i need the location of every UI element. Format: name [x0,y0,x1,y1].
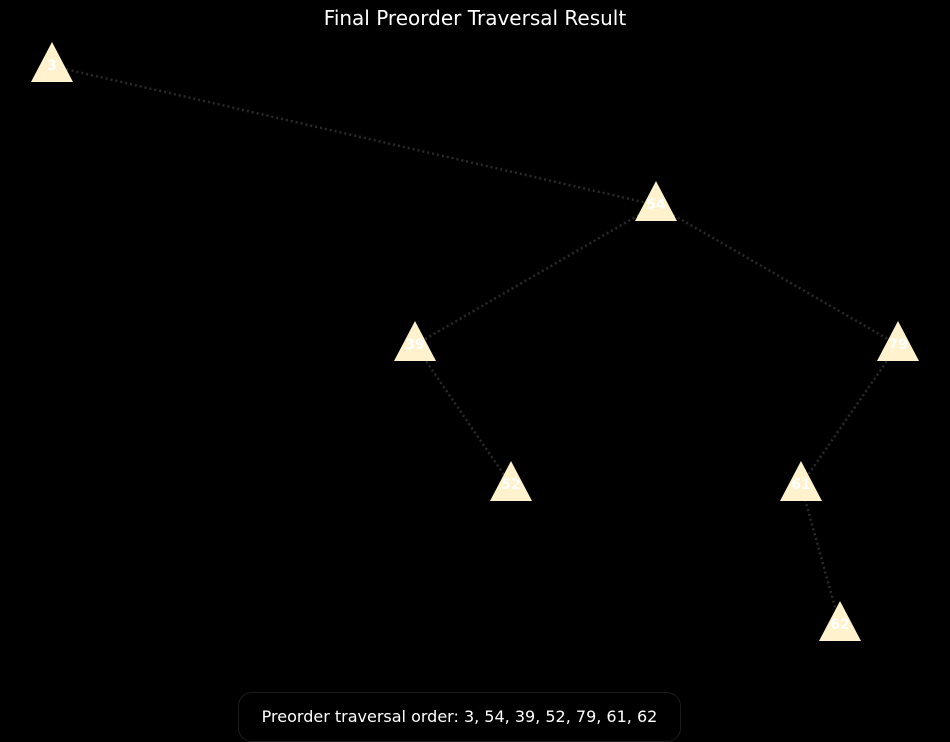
traversal-caption: Preorder traversal order: 3, 54, 39, 52,… [238,692,681,742]
node-label: 52 [501,477,520,493]
tree-node: 79 [877,321,919,361]
node-label: 79 [888,337,907,353]
tree-node: 54 [635,181,677,221]
node-triangle [31,42,73,82]
node-triangle [780,461,822,501]
node-triangle [394,321,436,361]
node-triangle [635,181,677,221]
node-triangle [819,601,861,641]
tree-node: 52 [490,461,532,501]
node-triangle [877,321,919,361]
tree-edge [655,203,899,347]
tree-edge [51,64,657,207]
node-triangle [490,461,532,501]
node-label: 39 [405,337,424,353]
node-label: 62 [830,617,849,633]
tree-edge [799,484,842,626]
tree-node: 62 [819,601,861,641]
tree-node: 3 [31,42,73,82]
tree-node: 39 [394,321,436,361]
tree-edge [414,203,657,347]
node-label: 54 [646,197,666,213]
tree-node: 61 [780,461,822,501]
node-label: 3 [47,58,57,74]
tree-edge [413,344,513,486]
tree-edge [799,344,900,486]
node-label: 61 [791,477,810,493]
diagram-title: Final Preorder Traversal Result [323,6,627,30]
